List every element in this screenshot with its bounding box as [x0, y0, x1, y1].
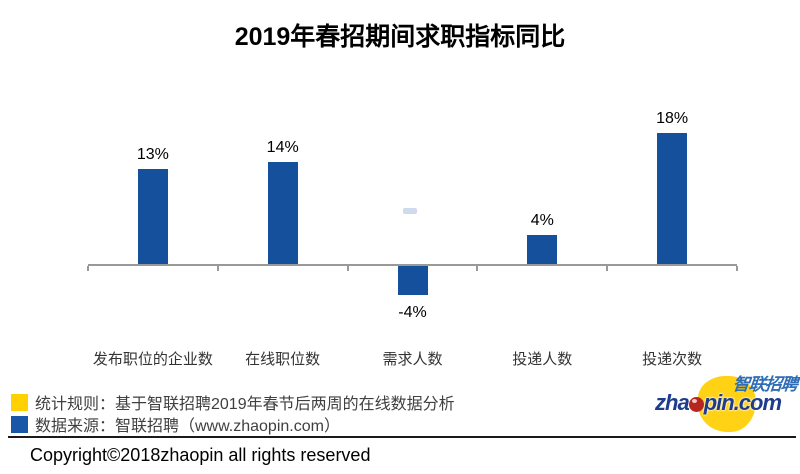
- copyright-text: Copyright©2018zhaopin all rights reserve…: [30, 445, 371, 465]
- axis-tick: [606, 266, 609, 271]
- legend-swatch-blue: [11, 415, 28, 433]
- axis-tick: [346, 266, 349, 271]
- bar-3: [527, 234, 558, 264]
- bar-chart: 13% 发布职位的企业数 14% 在线职位数 -4% 需求人数 4% 投递人数 18% 投递次数: [87, 109, 738, 368]
- bar-2: [397, 266, 428, 296]
- category-label: 需求人数: [382, 351, 443, 368]
- bar-1: [267, 161, 298, 264]
- logo-text-pincom: pin.com: [703, 390, 782, 415]
- axis-tick: [736, 266, 738, 271]
- category-label: 投递人数: [512, 351, 573, 368]
- bar-0: [137, 169, 168, 264]
- value-label: 14%: [266, 138, 299, 156]
- zhaopin-logo: 智联招聘 zha pin.com: [650, 369, 800, 435]
- footer-divider: [8, 436, 796, 438]
- value-label: -4%: [398, 304, 427, 322]
- category-label: 发布职位的企业数: [92, 351, 213, 368]
- value-label: 13%: [136, 146, 169, 164]
- logo-yellow-blob: [698, 376, 756, 432]
- logo-red-ball-icon: [688, 397, 704, 412]
- category-label: 投递次数: [642, 351, 703, 368]
- chart-title: 2019年春招期间求职指标同比: [234, 23, 566, 51]
- logo-text-zha: zha: [655, 390, 690, 415]
- legend-swatch-yellow: [11, 393, 28, 411]
- category-label: 在线职位数: [245, 351, 321, 368]
- bar-4: [657, 132, 688, 264]
- logo-brand-english: zha pin.com: [655, 390, 782, 416]
- axis-tick: [216, 266, 219, 271]
- x-axis-line: [88, 264, 737, 266]
- legend-source-text: 数据来源：智联招聘（www.zhaopin.com）: [35, 418, 340, 435]
- legend-item-rule: 统计规则：基于智联招聘2019年春节后两周的在线数据分析: [11, 391, 455, 413]
- axis-tick: [87, 266, 89, 271]
- value-label: 4%: [530, 211, 554, 229]
- legend-item-source: 数据来源：智联招聘（www.zhaopin.com）: [11, 413, 455, 435]
- axis-tick: [476, 266, 479, 271]
- value-label: 18%: [656, 109, 689, 127]
- legend-rule-text: 统计规则：基于智联招聘2019年春节后两周的在线数据分析: [35, 396, 455, 413]
- watermark-artifact: [403, 208, 417, 214]
- legend: 统计规则：基于智联招聘2019年春节后两周的在线数据分析 数据来源：智联招聘（w…: [11, 391, 455, 435]
